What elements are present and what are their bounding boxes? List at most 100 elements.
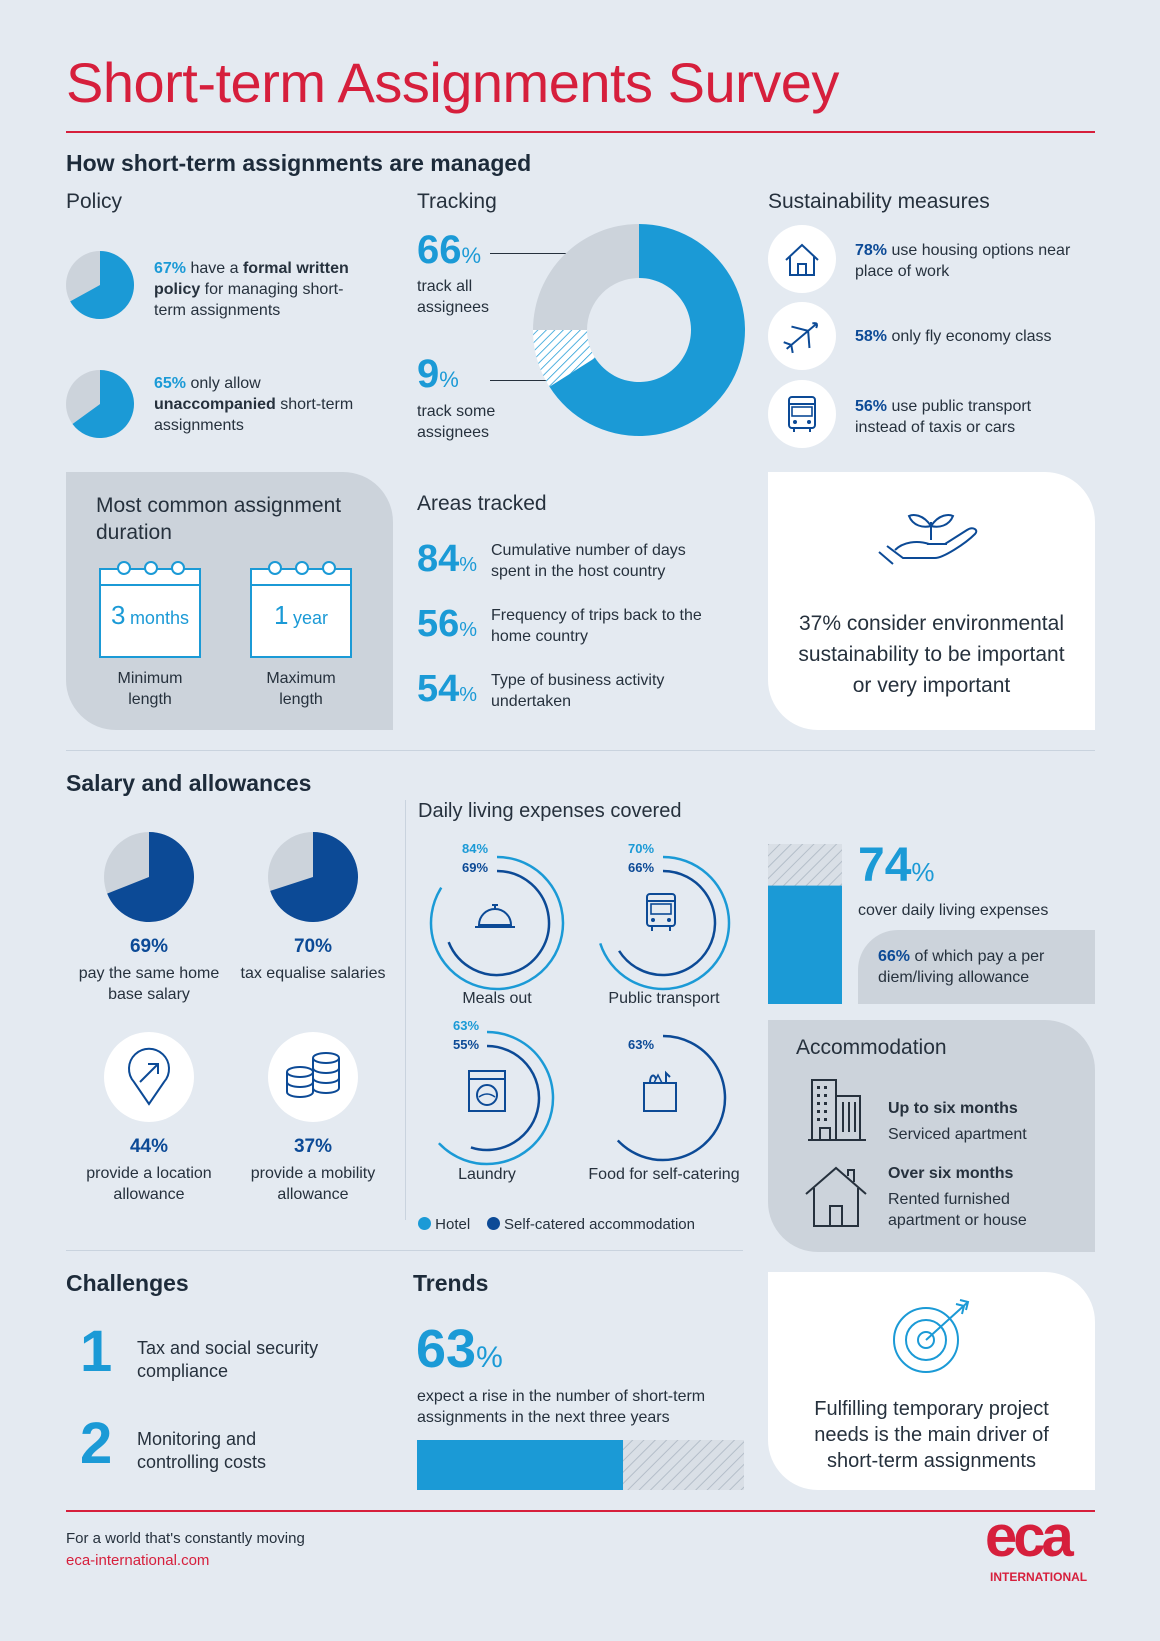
accommodation-2-title: Over six months — [888, 1165, 1014, 1182]
cover-label: cover daily living expenses — [858, 902, 1049, 919]
tracking-some-leader — [490, 380, 550, 381]
tracking-donut-some — [533, 330, 596, 387]
calendar-max-rings-icon — [268, 561, 336, 575]
accommodation-1-text: Serviced apartment — [888, 1126, 1027, 1143]
salary-pie-2 — [268, 832, 358, 922]
policy-heading: Policy — [66, 190, 123, 213]
cover-sub-rest: of which pay a per diem/living allowance — [878, 948, 1045, 986]
salary-pie-1 — [104, 832, 194, 922]
trends-bar-fill — [417, 1440, 624, 1490]
trends-unit: % — [476, 1341, 503, 1374]
policy-item-1-bold: formal written policy — [154, 260, 349, 298]
daily-2-hotel-pct: 70% — [628, 841, 655, 856]
section-divider-2 — [66, 1250, 743, 1251]
salary-vertical-divider — [405, 800, 406, 1220]
environment-callout: 37% consider environmental sustainabilit… — [768, 472, 1095, 730]
tracking-all-value: 66 — [417, 228, 462, 272]
driver-callout-text: Fulfilling temporary project needs is th… — [814, 1398, 1049, 1472]
tracking-all-stat: 66% — [417, 228, 481, 273]
areas-item-2-label: Frequency of trips back to the home coun… — [491, 607, 702, 645]
calendar-max-header — [252, 570, 350, 586]
policy-item-1-pct: 67% — [154, 260, 187, 277]
areas-item-3-unit: % — [459, 684, 478, 706]
daily-3-hotel-pct: 63% — [453, 1018, 480, 1033]
sustainability-item-3: 56% use public transport instead of taxi… — [855, 396, 1075, 438]
salary-pie-1-slice — [107, 832, 194, 922]
policy-pie-1-slice — [70, 251, 134, 319]
coins-icon — [286, 1052, 340, 1098]
trends-heading: Trends — [413, 1270, 489, 1296]
daily-3-self-pct: 55% — [453, 1037, 480, 1052]
sustainability-item-2-pct: 58% — [855, 328, 888, 345]
accommodation-heading: Accommodation — [796, 1036, 947, 1059]
daily-1-self-pct: 69% — [462, 860, 489, 875]
areas-item-3-stat: 54% — [417, 668, 477, 711]
policy-item-2-pre: only allow — [186, 375, 261, 392]
daily-ring-self-2 — [618, 869, 717, 977]
sustainability-item-3-text: use public transport instead of taxis or… — [855, 398, 1032, 436]
footer-url[interactable]: eca-international.com — [66, 1552, 210, 1569]
areas-item-1-unit: % — [459, 554, 478, 576]
trends-bar — [417, 1440, 744, 1490]
cover-bar-fill — [768, 885, 842, 1004]
duration-heading: Most common assignment duration — [96, 494, 342, 544]
salary-stat-4-pct: 37% — [293, 1136, 333, 1157]
policy-item-1-pre: have a — [186, 260, 243, 277]
tracking-some-stat: 9% — [417, 352, 459, 397]
page-title: Short-term Assignments Survey — [66, 51, 839, 114]
tracking-some-value: 9 — [417, 352, 440, 396]
daily-ring-hotel-2 — [599, 855, 731, 991]
trends-text: expect a rise in the number of short-ter… — [417, 1388, 706, 1426]
salary-stat-2-pct: 70% — [293, 936, 333, 957]
footer-divider — [66, 1510, 1095, 1512]
cover-stat: 74% — [858, 838, 935, 893]
accommodation-house-icon — [805, 1166, 867, 1227]
sustainability-item-1-text: use housing options near place of work — [855, 242, 1071, 280]
sustainability-bus-badge — [768, 380, 836, 448]
sustainability-item-1: 78% use housing options near place of wo… — [855, 240, 1075, 282]
daily-ring-self-3 — [470, 1044, 541, 1152]
salary-pie-2-slice — [270, 832, 358, 922]
calendar-min: 3 months — [99, 568, 201, 658]
washing-machine-icon — [468, 1070, 506, 1112]
location-arrow-icon — [128, 1047, 170, 1106]
cover-sub-panel: 66% of which pay a per diem/living allow… — [858, 930, 1095, 1004]
cover-bar — [768, 844, 842, 1004]
trends-stat: 63% — [416, 1318, 503, 1380]
airplane-icon — [783, 322, 818, 354]
challenge-2-text: Monitoring and controlling costs — [137, 1429, 267, 1472]
calendar-min-header — [101, 570, 199, 586]
tracking-all-leader — [490, 253, 638, 254]
legend-hotel-swatch — [418, 1217, 431, 1230]
target-icon — [893, 1299, 970, 1373]
eca-logo-subtitle: INTERNATIONAL — [990, 1570, 1088, 1584]
sustainability-item-2: 58% only fly economy class — [855, 326, 1095, 347]
daily-ring-self-4 — [616, 1034, 727, 1162]
daily-bus-icon — [646, 893, 676, 931]
calendar-max-value: 1 year — [252, 586, 350, 631]
daily-1-hotel-pct: 84% — [462, 841, 489, 856]
areas-item-3-label: Type of business activity undertaken — [491, 672, 665, 710]
daily-heading: Daily living expenses covered — [418, 800, 682, 822]
daily-ring-self-1 — [447, 869, 551, 977]
legend-hotel-label: Hotel — [435, 1216, 471, 1233]
trends-value: 63 — [416, 1319, 477, 1379]
policy-item-2-bold: unaccompanied — [154, 396, 276, 413]
tracking-donut — [533, 224, 745, 436]
duration-max-label: Maximum length — [266, 670, 336, 708]
accommodation-2-text: Rented furnished apartment or house — [888, 1191, 1027, 1229]
calendar-max: 1 year — [250, 568, 352, 658]
daily-legend: Hotel Self-catered accommodation — [418, 1216, 695, 1233]
calendar-min-rings-icon — [117, 561, 185, 575]
areas-item-2-stat: 56% — [417, 603, 477, 646]
accommodation-1-title: Up to six months — [888, 1100, 1018, 1117]
title-divider — [66, 131, 1095, 133]
challenge-1-number: 1 — [80, 1319, 113, 1384]
sustainability-item-1-pct: 78% — [855, 242, 888, 259]
salary-stat-1-label: pay the same home base salary — [78, 965, 220, 1003]
sustainability-heading: Sustainability measures — [768, 190, 990, 213]
areas-item-2-value: 56 — [417, 603, 460, 645]
daily-4-label: Food for self-catering — [588, 1166, 740, 1183]
daily-rings-chart — [429, 855, 731, 1166]
bus-icon — [788, 396, 816, 432]
